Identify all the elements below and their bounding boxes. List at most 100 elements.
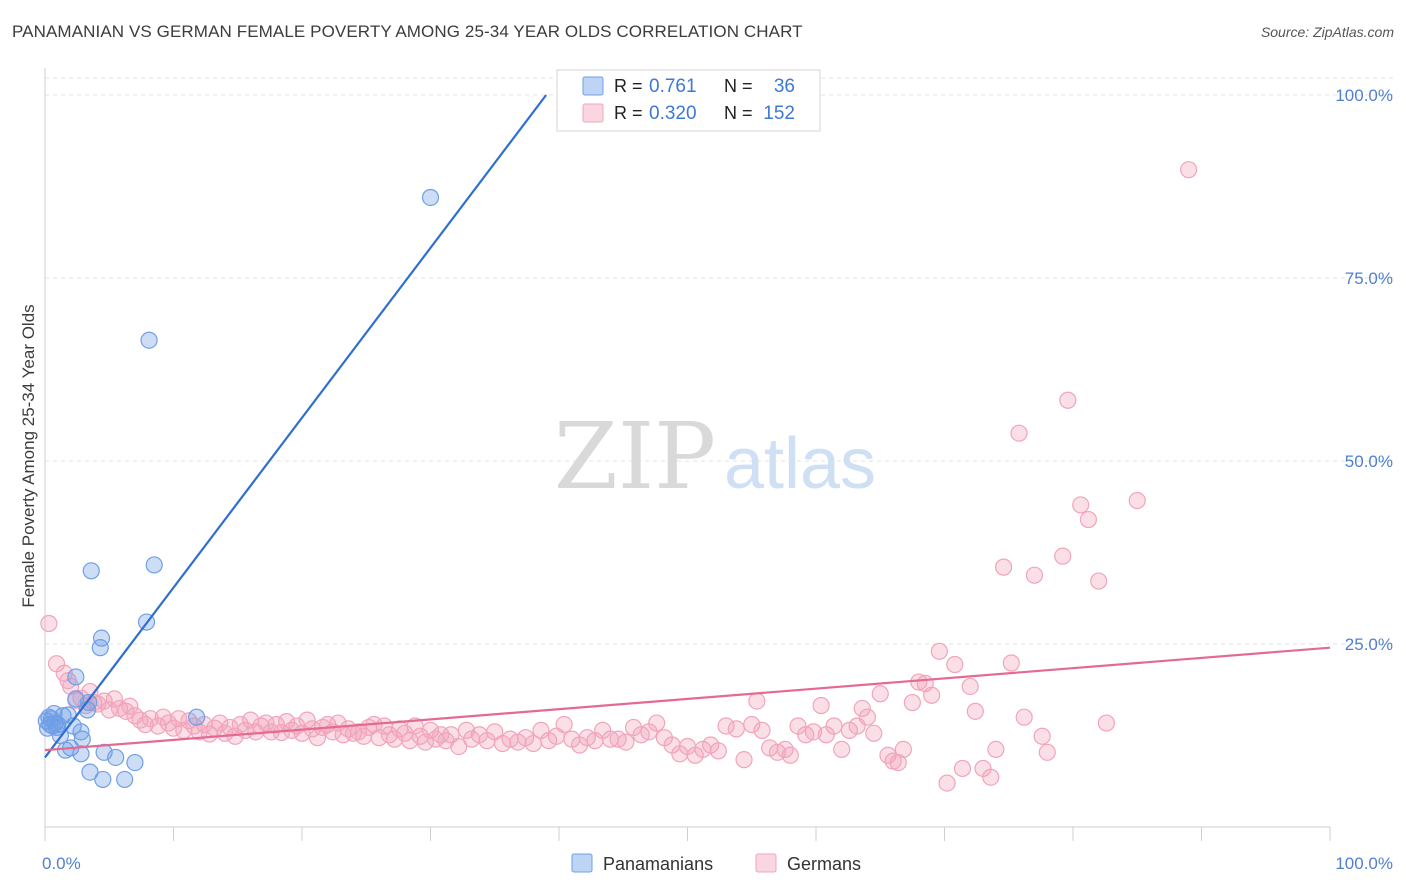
- german-point: [1015, 708, 1033, 726]
- german-point: [1033, 727, 1051, 745]
- legend-label: Panamanians: [603, 854, 713, 874]
- x-tick-label: 100.0%: [1335, 854, 1393, 873]
- panamanian-point: [188, 708, 206, 726]
- y-axis-label: Female Poverty Among 25-34 Year Olds: [19, 304, 38, 607]
- german-point: [648, 714, 666, 732]
- panamanian-trend-line: [44, 94, 548, 759]
- panamanian-point: [82, 562, 100, 580]
- german-point: [421, 721, 440, 739]
- german-point: [825, 717, 843, 735]
- german-point: [923, 686, 941, 704]
- german-point: [1002, 654, 1020, 672]
- german-point: [966, 702, 984, 720]
- german-point: [938, 774, 956, 792]
- panamanian-point: [67, 668, 85, 686]
- y-tick-label: 50.0%: [1345, 452, 1393, 471]
- legend-swatch: [755, 853, 777, 873]
- german-point: [1079, 510, 1098, 529]
- stats-r-label: R =: [614, 103, 643, 123]
- german-point: [953, 759, 972, 778]
- watermark-atlas: atlas: [724, 424, 876, 504]
- german-point: [735, 751, 753, 769]
- panamanian-point: [54, 707, 72, 725]
- stats-n-value: 152: [763, 103, 795, 124]
- german-point: [903, 693, 921, 712]
- german-point: [450, 737, 468, 756]
- german-point: [211, 714, 229, 732]
- panamanian-point: [140, 331, 158, 349]
- data-points: [37, 161, 1198, 792]
- german-point: [1097, 714, 1116, 732]
- stats-r-value: 0.320: [649, 103, 697, 124]
- panamanian-point: [92, 629, 111, 647]
- y-tick-label: 75.0%: [1345, 269, 1393, 288]
- german-point: [1059, 391, 1077, 409]
- watermark-zip: ZIP: [554, 403, 716, 510]
- source-label: Source: ZipAtlas.com: [1260, 24, 1394, 40]
- stats-swatch: [582, 103, 604, 123]
- german-point: [804, 723, 823, 741]
- panamanian-point: [94, 770, 112, 789]
- german-point: [865, 724, 883, 742]
- legend-label: Germans: [787, 854, 861, 874]
- panamanian-point: [73, 730, 91, 748]
- panamanian-point: [145, 556, 163, 574]
- german-point: [1025, 566, 1044, 584]
- german-point: [982, 768, 1000, 786]
- german-point: [164, 719, 183, 737]
- panamanian-point: [107, 748, 125, 767]
- german-point: [457, 721, 476, 739]
- panamanian-point: [116, 770, 134, 789]
- stats-box-frame: [556, 69, 821, 132]
- german-point: [159, 714, 177, 732]
- german-point: [748, 692, 766, 710]
- stats-legend-box: R = 0.761 N = 36 R = 0.320 N = 152: [556, 69, 821, 132]
- german-point: [617, 733, 635, 751]
- german-point: [889, 753, 907, 772]
- y-tick-labels: 25.0% 50.0% 75.0% 100.0%: [1335, 86, 1393, 654]
- stats-n-value: 36: [774, 76, 795, 97]
- panamanian-point: [126, 753, 144, 772]
- german-point: [1090, 572, 1108, 590]
- german-point: [727, 720, 745, 738]
- axes: [44, 68, 1331, 841]
- panamanian-point: [81, 763, 99, 781]
- stats-n-label: N =: [724, 76, 753, 96]
- german-point: [812, 696, 830, 715]
- german-point: [858, 708, 877, 726]
- german-point: [930, 642, 948, 660]
- german-point: [308, 729, 327, 747]
- panamanian-point: [67, 690, 85, 708]
- german-point: [709, 742, 727, 760]
- german-point: [853, 699, 871, 718]
- panamanian-point: [72, 745, 90, 763]
- german-point: [1072, 496, 1090, 514]
- series-legend: Panamanians Germans: [571, 853, 861, 874]
- chart-title: PANAMANIAN VS GERMAN FEMALE POVERTY AMON…: [12, 22, 803, 41]
- german-point: [894, 740, 912, 759]
- german-point: [298, 711, 316, 729]
- german-point: [743, 715, 761, 734]
- zipatlas-watermark: ZIP atlas: [554, 403, 876, 510]
- x-tick-labels: 0.0% 100.0%: [42, 854, 1393, 873]
- german-point: [987, 740, 1005, 759]
- german-point: [961, 677, 979, 696]
- german-point: [1054, 547, 1072, 565]
- german-point: [871, 685, 889, 703]
- german-point: [40, 614, 58, 633]
- german-point: [946, 655, 964, 674]
- german-point: [277, 712, 296, 731]
- german-point: [1010, 424, 1028, 442]
- stats-n-label: N =: [724, 103, 753, 123]
- panamanian-point: [421, 188, 440, 207]
- german-trend-line: [44, 646, 1331, 752]
- german-point: [753, 721, 771, 739]
- trend-lines: [44, 94, 1331, 759]
- german-point: [555, 715, 573, 734]
- german-point: [995, 558, 1013, 576]
- y-tick-label: 25.0%: [1345, 635, 1393, 654]
- german-point: [833, 740, 851, 759]
- german-point: [717, 717, 735, 735]
- stats-r-label: R =: [614, 76, 643, 96]
